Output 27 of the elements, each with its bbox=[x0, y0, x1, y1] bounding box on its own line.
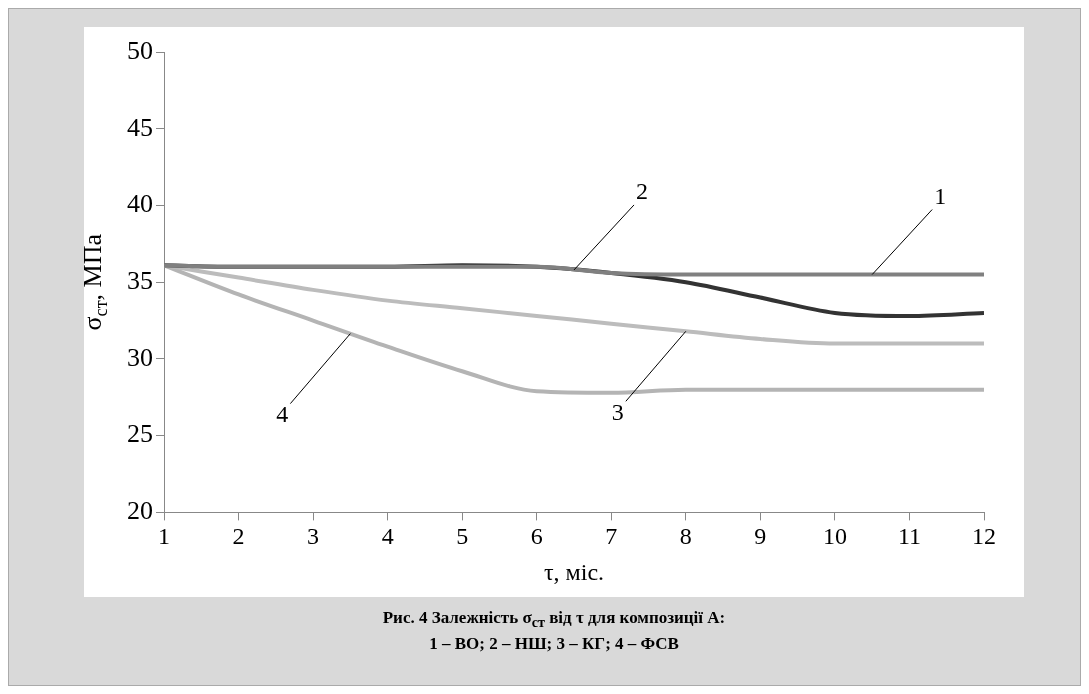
x-tick-label: 7 bbox=[605, 523, 618, 550]
x-tick-label: 8 bbox=[679, 523, 692, 550]
x-tick-label: 2 bbox=[232, 523, 245, 550]
text: 3 bbox=[611, 398, 624, 425]
text: 4 bbox=[276, 400, 289, 427]
y-tick-label: 50 bbox=[127, 35, 153, 65]
y-tick-label: 40 bbox=[127, 189, 153, 219]
x-tick-label: 3 bbox=[307, 523, 320, 550]
text: 2 bbox=[636, 178, 648, 205]
x-axis-title: τ, міс. bbox=[543, 558, 605, 585]
x-tick-label: 9 bbox=[754, 523, 767, 550]
text: 1 bbox=[934, 182, 947, 209]
y-tick-label: 35 bbox=[127, 266, 153, 296]
y-tick-label: 45 bbox=[127, 112, 153, 142]
text: 1 – ВО; 2 – НШ; 3 – КГ; 4 – ФСВ bbox=[428, 633, 680, 656]
y-axis-title: σст, МПа bbox=[77, 233, 111, 331]
y-tick-label: 20 bbox=[127, 496, 153, 526]
x-tick-label: 5 bbox=[456, 523, 469, 550]
x-tick-label: 6 bbox=[530, 523, 543, 550]
text: Рис. 4 Залежність σ$_{ст}$ від τ для композиції А: bbox=[381, 607, 727, 633]
x-tick-label: 12 bbox=[972, 523, 996, 550]
y-tick-label: 30 bbox=[127, 342, 153, 372]
x-tick-label: 4 bbox=[381, 523, 394, 550]
y-tick-label: 25 bbox=[127, 419, 153, 449]
x-tick-label: 10 bbox=[822, 523, 847, 550]
x-tick-label: 11 bbox=[897, 523, 922, 550]
x-tick-label: 1 bbox=[158, 523, 170, 550]
